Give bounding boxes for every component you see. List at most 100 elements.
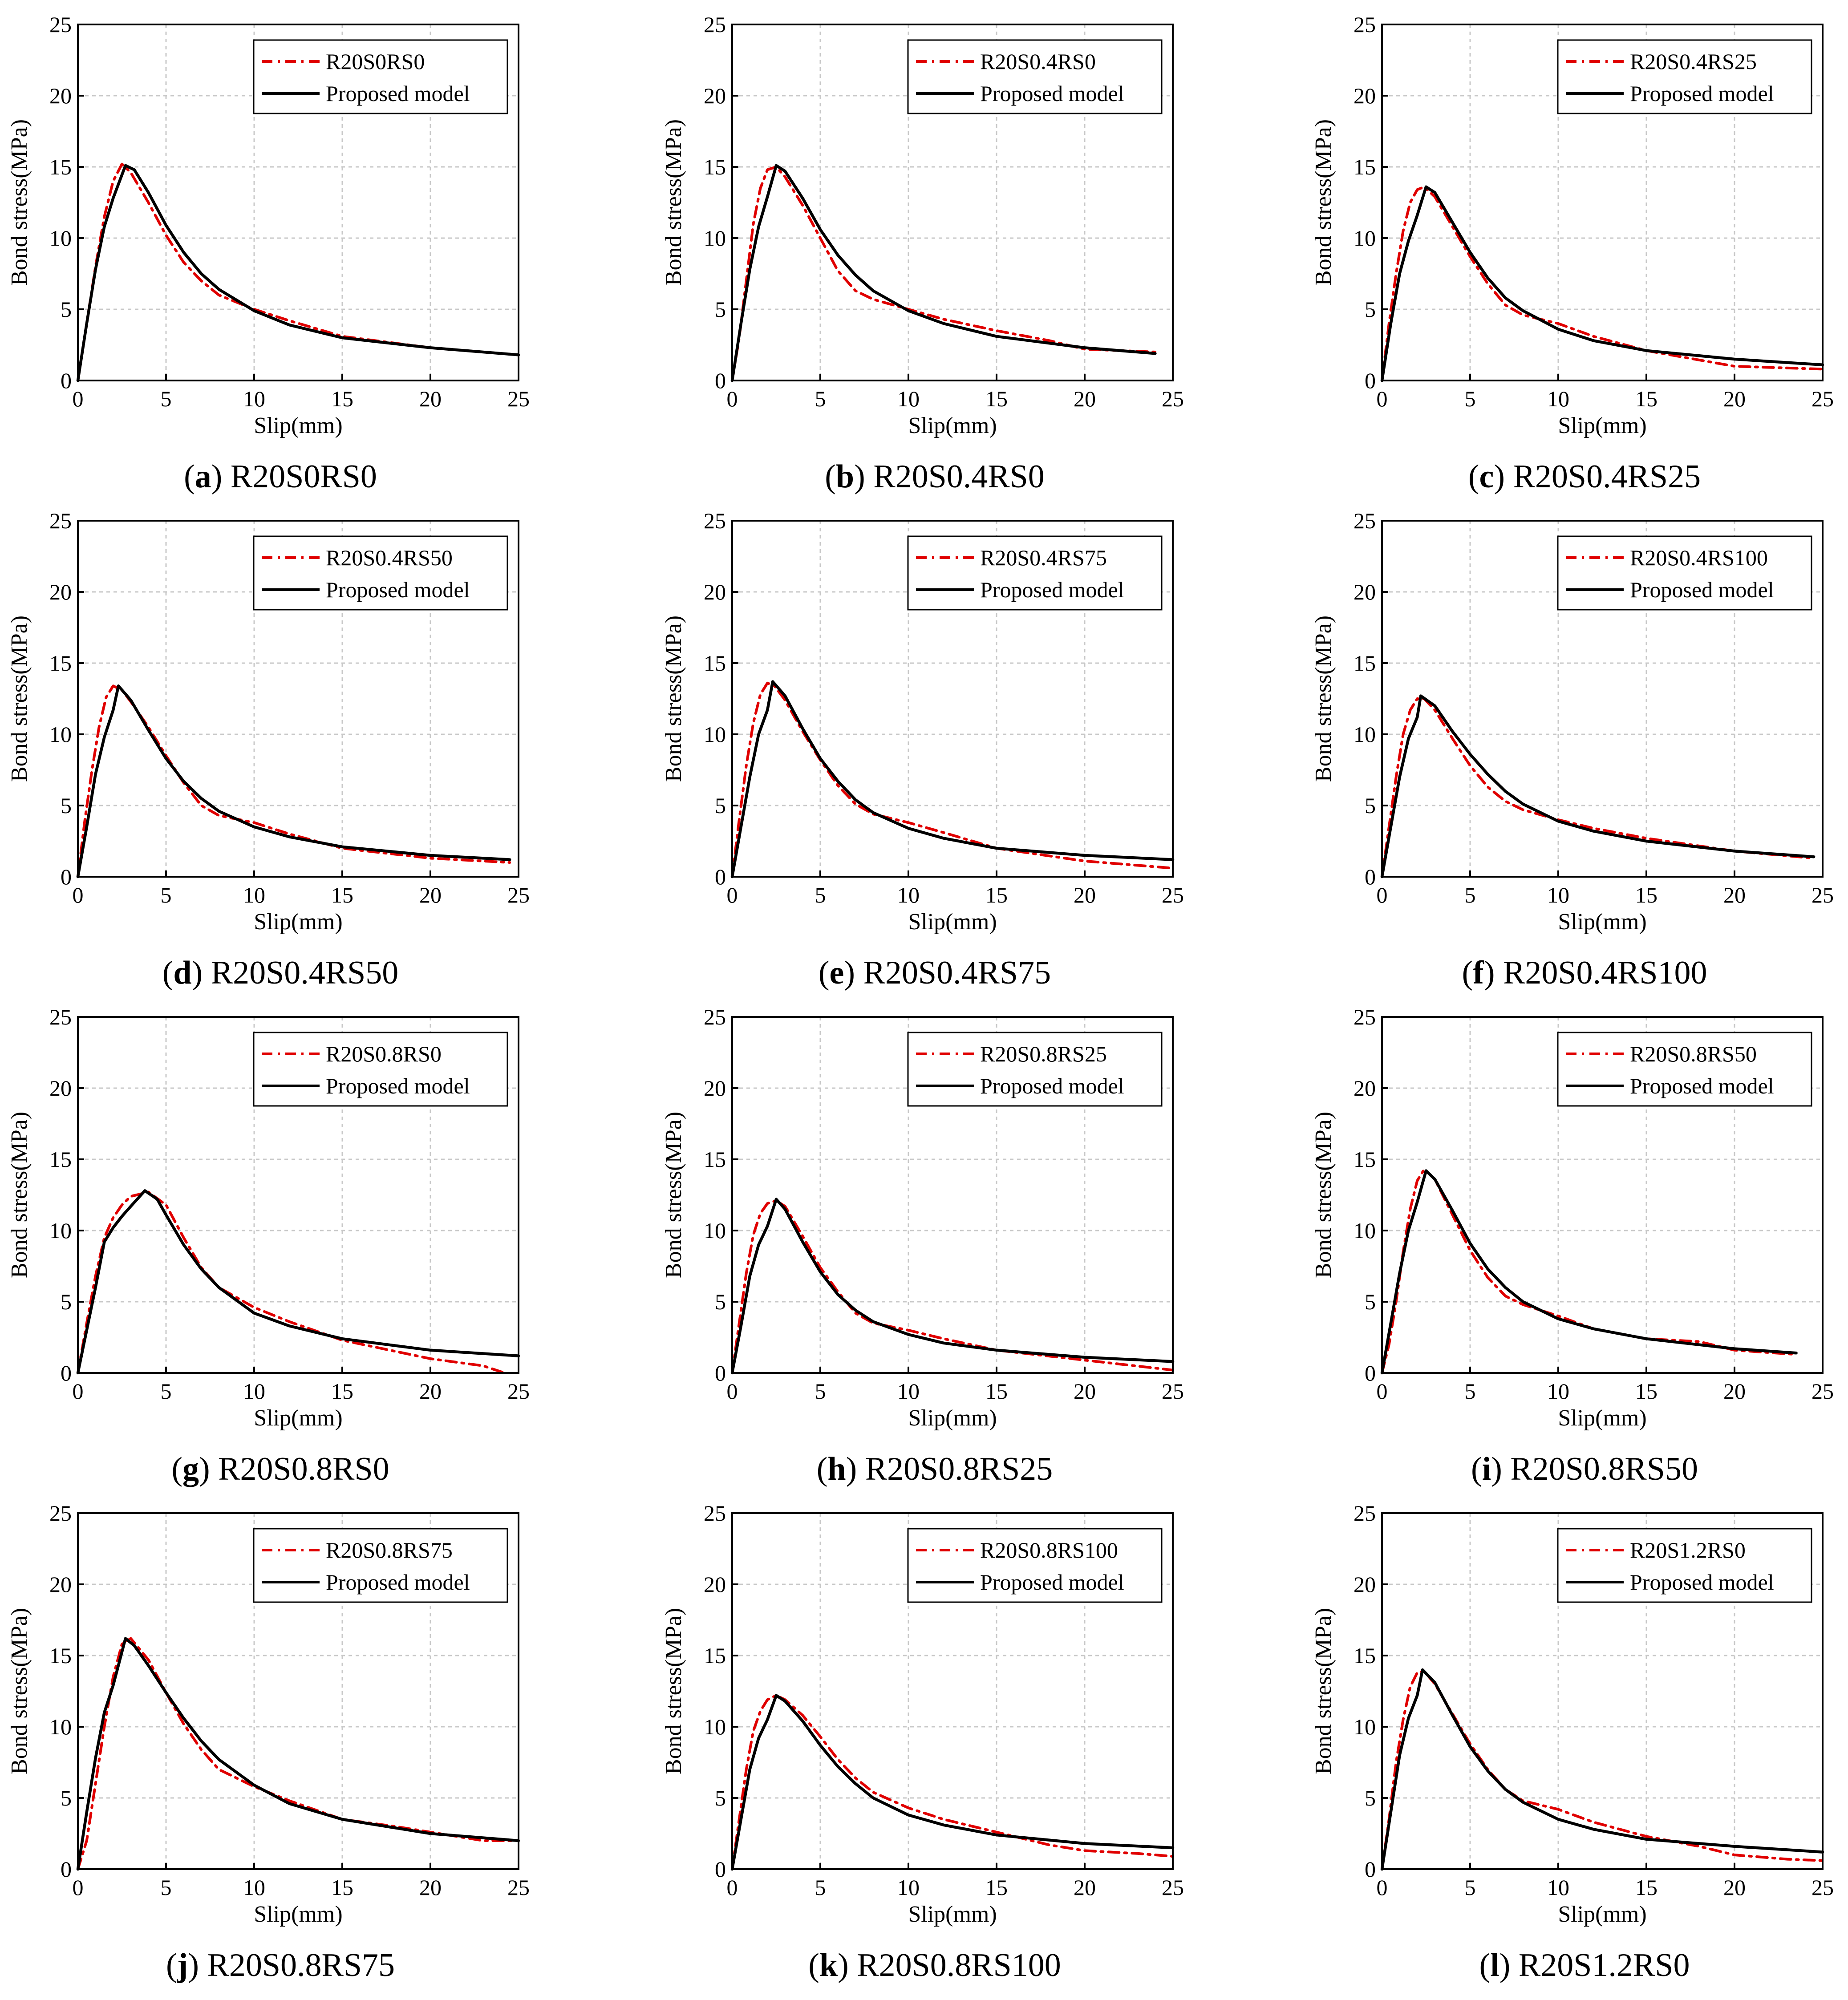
- caption-paren-open: (: [1462, 955, 1473, 991]
- y-tick-label: 20: [49, 1572, 72, 1597]
- y-axis-label: Bond stress(MPa): [7, 119, 32, 286]
- series-experimental-line: [731, 1199, 1174, 1374]
- y-tick-label: 5: [1365, 297, 1376, 322]
- series-experimental-line: [77, 1190, 506, 1374]
- panel-caption: (l) R20S1.2RS0: [1479, 1947, 1690, 1984]
- y-tick-label: 20: [704, 1076, 726, 1101]
- legend-box: [253, 535, 508, 611]
- legend-box: [253, 1528, 508, 1603]
- y-tick-label: 15: [1354, 651, 1376, 676]
- y-tick-label: 15: [49, 154, 72, 179]
- x-tick-label: 20: [419, 1875, 442, 1900]
- panel-caption: (g) R20S0.8RS0: [171, 1451, 389, 1487]
- y-tick-label: 10: [1354, 226, 1376, 251]
- series-model-line: [730, 1694, 1175, 1871]
- y-tick-label: 15: [1354, 1643, 1376, 1668]
- x-tick-label: 15: [985, 1379, 1008, 1404]
- x-tick-label: 0: [1377, 1875, 1388, 1900]
- x-tick-label: 10: [1547, 1379, 1569, 1404]
- legend-box: [907, 1032, 1163, 1107]
- x-tick-label: 0: [1377, 386, 1388, 411]
- x-tick-label: 25: [1162, 386, 1184, 411]
- y-tick-label: 5: [715, 297, 726, 322]
- y-axis-label: Bond stress(MPa): [661, 1112, 686, 1278]
- x-tick-label: 10: [897, 883, 920, 907]
- caption-paren-close: ): [846, 1451, 865, 1487]
- chart-panel-f: 0 5 10 15 20 25 0 5 10 15 20 25 Slip(mm) Bond stress(…: [1311, 508, 1834, 991]
- legend-label-experimental: R20S0.8RS75: [326, 1538, 453, 1563]
- y-tick-label: 10: [1354, 722, 1376, 747]
- caption-paren-close: ): [838, 1947, 857, 1984]
- caption-paren-open: (: [825, 458, 836, 495]
- y-tick-label: 15: [49, 1147, 72, 1172]
- axes-frame: [731, 24, 1174, 381]
- series-model-line: [1380, 1668, 1824, 1871]
- y-axis-label: Bond stress(MPa): [1311, 1112, 1336, 1278]
- axes-frame: [77, 24, 519, 381]
- y-tick-label: 10: [49, 1714, 72, 1739]
- x-axis-label: Slip(mm): [1558, 1902, 1646, 1927]
- legend-label-experimental: R20S0.4RS25: [1630, 49, 1757, 74]
- x-axis-label: Slip(mm): [1558, 909, 1646, 935]
- x-axis-label: Slip(mm): [254, 1902, 342, 1927]
- y-tick-label: 15: [704, 1643, 726, 1668]
- legend-label-experimental: R20S0.8RS50: [1630, 1041, 1757, 1066]
- caption-letter: l: [1490, 1947, 1499, 1984]
- x-axis-label: Slip(mm): [254, 413, 342, 438]
- y-tick-label: 0: [61, 864, 72, 889]
- y-tick-label: 0: [715, 864, 726, 889]
- y-tick-label: 15: [704, 154, 726, 179]
- series-model-line: [730, 1198, 1175, 1375]
- caption-name: R20S0.8RS0: [218, 1451, 389, 1487]
- legend-label-experimental: R20S0.4RS75: [980, 545, 1107, 570]
- series-model-line: [76, 1189, 520, 1375]
- x-tick-label: 15: [331, 386, 353, 411]
- y-tick-label: 20: [1354, 1076, 1376, 1101]
- x-tick-label: 0: [727, 386, 738, 411]
- x-tick-label: 5: [161, 883, 172, 907]
- x-tick-label: 5: [161, 386, 172, 411]
- x-axis-label: Slip(mm): [908, 1902, 997, 1927]
- y-tick-label: 20: [704, 83, 726, 108]
- x-tick-label: 20: [1723, 386, 1746, 411]
- x-tick-label: 5: [1465, 1875, 1476, 1900]
- caption-paren-close: ): [854, 458, 873, 495]
- x-tick-label: 10: [1547, 1875, 1569, 1900]
- x-tick-label: 15: [1635, 1379, 1658, 1404]
- x-tick-label: 10: [243, 1875, 265, 1900]
- y-tick-label: 10: [704, 1218, 726, 1243]
- legend-label-model: Proposed model: [326, 81, 470, 106]
- y-tick-label: 25: [704, 1501, 726, 1526]
- panel-caption: (b) R20S0.4RS0: [825, 458, 1045, 495]
- series-model-line: [1380, 185, 1824, 382]
- y-tick-label: 5: [61, 793, 72, 818]
- caption-letter: e: [830, 955, 844, 991]
- x-tick-label: 10: [243, 1379, 265, 1404]
- caption-paren-close: ): [192, 955, 211, 991]
- series-model-line: [1380, 694, 1816, 879]
- legend-label-experimental: R20S0.4RS50: [326, 545, 453, 570]
- y-axis-label: Bond stress(MPa): [7, 1112, 32, 1278]
- caption-name: R20S0.4RS50: [211, 955, 399, 991]
- chart-panel-k: 0 5 10 15 20 25 0 5 10 15 20 25 Slip(mm) Bond stress(…: [661, 1501, 1184, 1984]
- y-tick-label: 20: [704, 1572, 726, 1597]
- caption-name: R20S0RS0: [231, 458, 377, 495]
- caption-letter: b: [836, 458, 854, 495]
- legend-box: [907, 39, 1163, 114]
- series-model-line: [730, 680, 1175, 879]
- caption-letter: f: [1473, 955, 1484, 991]
- y-tick-label: 0: [1365, 368, 1376, 393]
- legend-box: [253, 1032, 508, 1107]
- caption-name: R20S0.4RS0: [873, 458, 1045, 495]
- x-tick-label: 25: [507, 1379, 530, 1404]
- y-tick-label: 25: [704, 12, 726, 37]
- axes-frame: [1381, 1512, 1824, 1870]
- series-experimental-line: [77, 162, 520, 382]
- x-tick-label: 5: [1465, 883, 1476, 907]
- panel-caption: (k) R20S0.8RS100: [808, 1947, 1061, 1984]
- x-axis-label: Slip(mm): [908, 413, 997, 438]
- legend-label-model: Proposed model: [1630, 1073, 1774, 1098]
- y-tick-label: 0: [1365, 1360, 1376, 1385]
- y-tick-label: 5: [61, 1289, 72, 1314]
